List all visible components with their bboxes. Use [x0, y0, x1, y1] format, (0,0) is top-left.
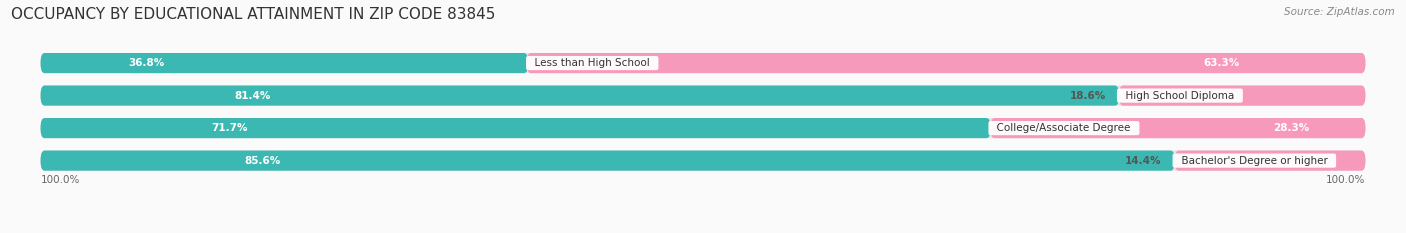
Text: 85.6%: 85.6% [245, 156, 281, 166]
FancyBboxPatch shape [41, 118, 990, 138]
Text: 71.7%: 71.7% [211, 123, 247, 133]
FancyBboxPatch shape [41, 86, 1365, 106]
Text: Less than High School: Less than High School [529, 58, 657, 68]
Text: Source: ZipAtlas.com: Source: ZipAtlas.com [1284, 7, 1395, 17]
FancyBboxPatch shape [990, 118, 1365, 138]
FancyBboxPatch shape [41, 53, 529, 73]
Text: 28.3%: 28.3% [1272, 123, 1309, 133]
Text: 36.8%: 36.8% [128, 58, 165, 68]
FancyBboxPatch shape [41, 151, 1174, 171]
Text: 100.0%: 100.0% [1326, 175, 1365, 185]
FancyBboxPatch shape [1119, 86, 1365, 106]
Text: 100.0%: 100.0% [41, 175, 80, 185]
Text: Bachelor's Degree or higher: Bachelor's Degree or higher [1174, 156, 1334, 166]
Text: 81.4%: 81.4% [235, 91, 271, 101]
Text: College/Associate Degree: College/Associate Degree [990, 123, 1137, 133]
FancyBboxPatch shape [1174, 151, 1365, 171]
Text: 63.3%: 63.3% [1204, 58, 1240, 68]
Text: 18.6%: 18.6% [1070, 91, 1105, 101]
Text: OCCUPANCY BY EDUCATIONAL ATTAINMENT IN ZIP CODE 83845: OCCUPANCY BY EDUCATIONAL ATTAINMENT IN Z… [11, 7, 496, 22]
FancyBboxPatch shape [41, 118, 1365, 138]
FancyBboxPatch shape [527, 53, 1365, 73]
Text: 14.4%: 14.4% [1125, 156, 1161, 166]
FancyBboxPatch shape [41, 53, 1365, 73]
FancyBboxPatch shape [41, 151, 1365, 171]
Text: High School Diploma: High School Diploma [1119, 91, 1240, 101]
FancyBboxPatch shape [41, 86, 1119, 106]
